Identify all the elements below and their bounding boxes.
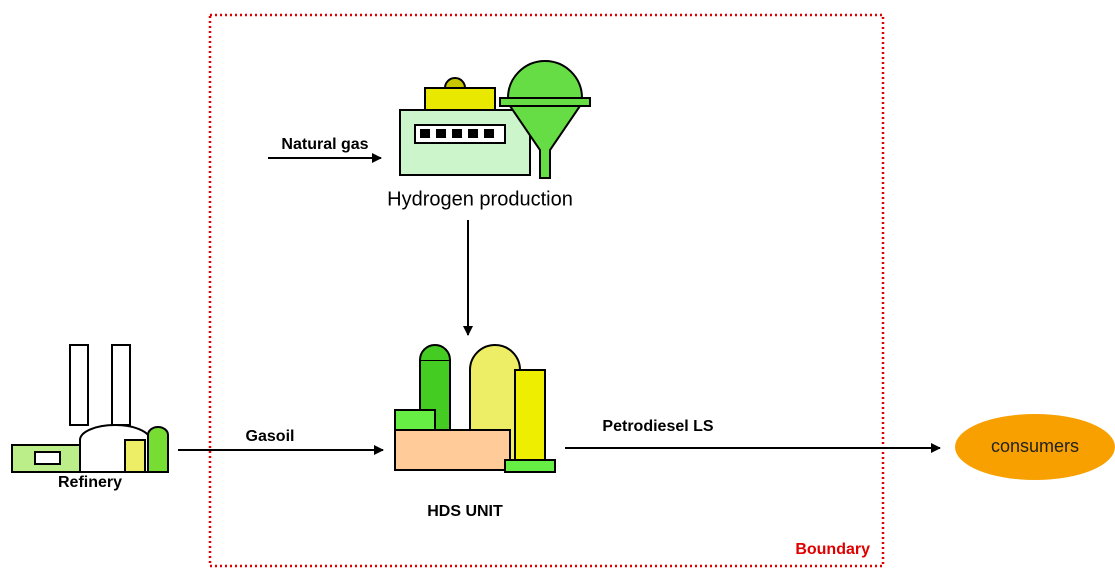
hydrogen-label: Hydrogen production: [387, 188, 573, 210]
gasoil-label: Gasoil: [246, 428, 295, 445]
petrodiesel-label: Petrodiesel LS: [602, 418, 713, 435]
page: Boundary Hydrogen production Natural gas…: [0, 0, 1115, 572]
refinery-icon: [12, 345, 168, 472]
diagram: Boundary Hydrogen production Natural gas…: [0, 0, 1115, 572]
consumers-label: consumers: [991, 436, 1079, 456]
hds-icon: [395, 345, 555, 472]
refinery-label: Refinery: [58, 474, 122, 491]
natural-gas-label: Natural gas: [281, 136, 368, 153]
hydrogen-icon: [400, 61, 590, 178]
hds-label: HDS UNIT: [427, 503, 503, 520]
boundary-label: Boundary: [795, 541, 870, 558]
